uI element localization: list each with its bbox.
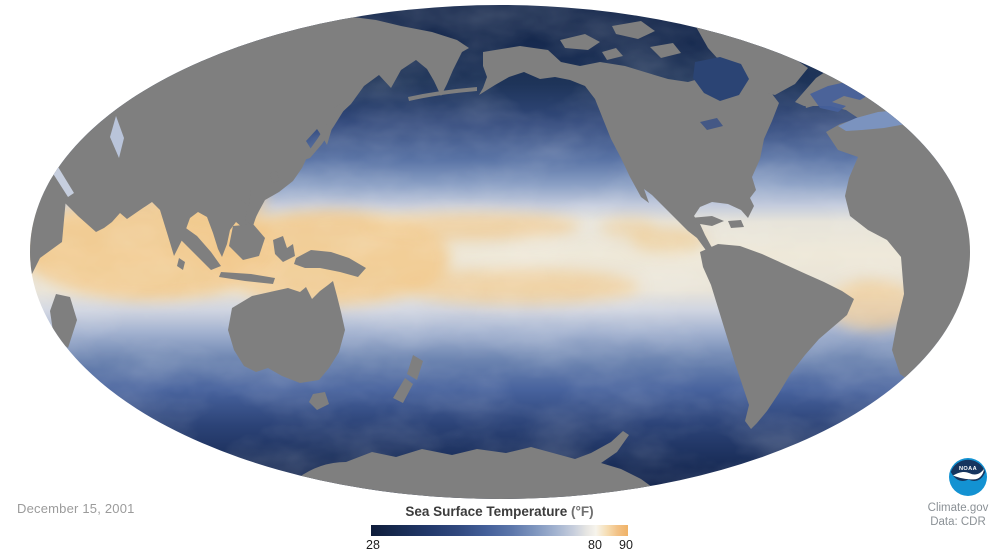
credits: Climate.gov Data: CDR <box>912 502 1000 529</box>
inland-seas-layer <box>45 57 914 197</box>
land-aleutians <box>408 87 477 101</box>
land-north-america <box>479 46 779 258</box>
credit-source: Climate.gov <box>927 502 989 514</box>
land-australia <box>228 281 345 383</box>
noaa-logo-gull <box>953 469 984 480</box>
land-new-zealand <box>407 355 423 380</box>
credit-data: Data: CDR <box>930 515 986 528</box>
colorbar-tick-mid: 80 <box>588 538 602 552</box>
land-java <box>219 272 275 284</box>
land-borneo <box>229 224 265 260</box>
noaa-logo-text: NOAA <box>959 466 977 472</box>
colorbar-tick-max: 90 <box>619 538 633 552</box>
land-sumatra <box>175 226 221 270</box>
land-layer <box>30 16 970 499</box>
land-japan <box>302 104 344 160</box>
land-east-africa <box>30 142 66 352</box>
land-greenland <box>695 25 808 95</box>
noaa-logo-icon: NOAA <box>949 458 987 496</box>
colorbar <box>371 525 628 536</box>
land-eurasia <box>38 16 469 257</box>
land-philippines <box>241 186 251 206</box>
colorbar-units: (°F) <box>570 504 594 519</box>
land-cuba <box>690 216 724 226</box>
date-label: December 15, 2001 <box>17 501 135 516</box>
colorbar-title-text: Sea Surface Temperature <box>405 504 568 519</box>
colorbar-tick-min: 28 <box>366 538 380 552</box>
land-new-guinea <box>294 250 366 277</box>
land-antarctica <box>298 431 652 499</box>
caspian-sea <box>110 116 124 158</box>
great-lakes <box>700 118 723 130</box>
land-arctic-islands <box>560 34 600 50</box>
hudson-bay <box>693 57 749 101</box>
colorbar-title: Sea Surface Temperature (°F) <box>361 504 638 519</box>
land-south-america <box>700 244 854 429</box>
